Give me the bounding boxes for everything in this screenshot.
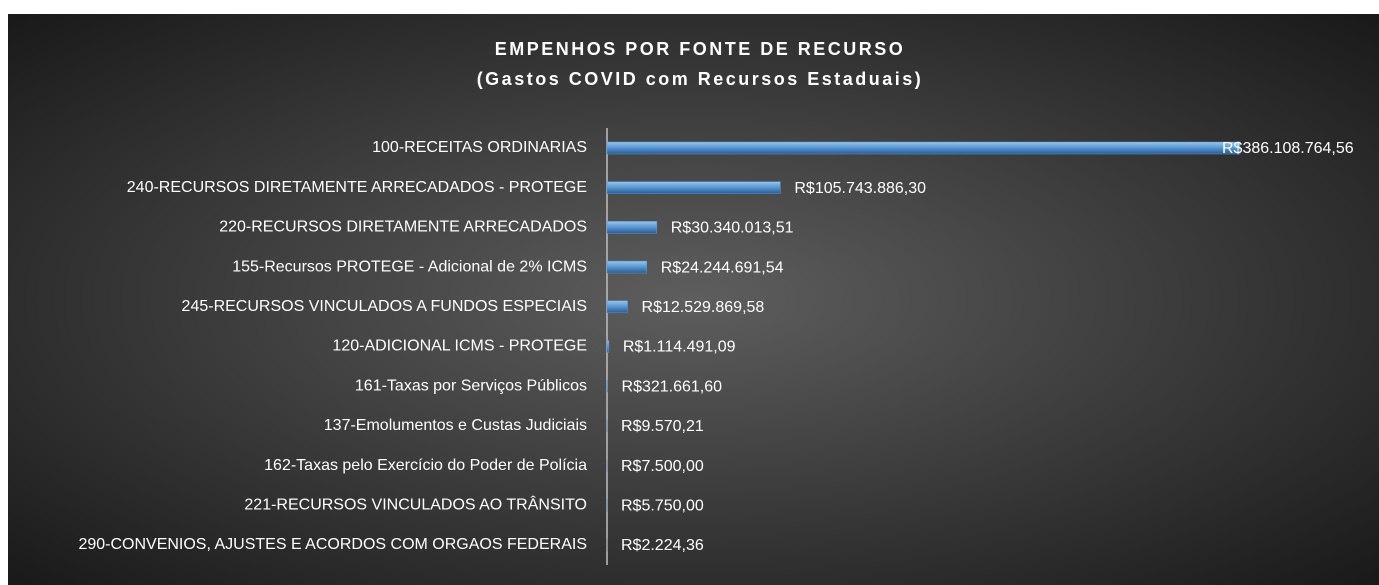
value-label: R$1.114.491,09: [623, 339, 736, 356]
category-label: 137-Emolumentos e Custas Judiciais: [324, 417, 587, 434]
category-label: 245-RECURSOS VINCULADOS A FUNDOS ESPECIA…: [182, 298, 587, 315]
bar: [606, 300, 628, 314]
value-label: R$321.661,60: [622, 378, 723, 395]
bar: [606, 340, 610, 353]
bar: [606, 181, 781, 194]
category-label: 240-RECURSOS DIRETAMENTE ARRECADADOS - P…: [127, 179, 587, 196]
category-label: 162-Taxas pelo Exercício do Poder de Pol…: [264, 457, 587, 474]
value-label: R$12.529.869,58: [642, 299, 765, 316]
category-label: 155-Recursos PROTEGE - Adicional de 2% I…: [232, 258, 587, 275]
value-label: R$386.108.764,56: [1222, 140, 1354, 157]
category-label: 290-CONVENIOS, AJUSTES E ACORDOS COM ORG…: [78, 536, 587, 553]
category-label: 161-Taxas por Serviços Públicos: [355, 377, 587, 394]
value-label: R$30.340.013,51: [671, 220, 794, 237]
chart-background: [8, 14, 1379, 585]
bar: [606, 260, 647, 274]
chart-subtitle: (Gastos COVID com Recursos Estaduais): [477, 69, 924, 89]
category-label: 221-RECURSOS VINCULADOS AO TRÂNSITO: [244, 495, 587, 514]
category-label: 220-RECURSOS DIRETAMENTE ARRECADADOS: [219, 219, 587, 236]
category-label: 100-RECEITAS ORDINARIAS: [372, 139, 587, 156]
value-label: R$24.244.691,54: [661, 259, 784, 276]
value-label: R$9.570,21: [621, 418, 704, 435]
value-label: R$5.750,00: [621, 498, 704, 515]
bar: [606, 221, 657, 234]
category-label: 120-ADICIONAL ICMS - PROTEGE: [332, 338, 587, 355]
chart-title: EMPENHOS POR FONTE DE RECURSO: [495, 39, 906, 59]
value-label: R$2.224,36: [621, 537, 704, 554]
bar: [606, 141, 1241, 155]
bar: [606, 379, 608, 393]
value-label: R$105.743.886,30: [794, 180, 926, 197]
value-label: R$7.500,00: [621, 458, 704, 475]
